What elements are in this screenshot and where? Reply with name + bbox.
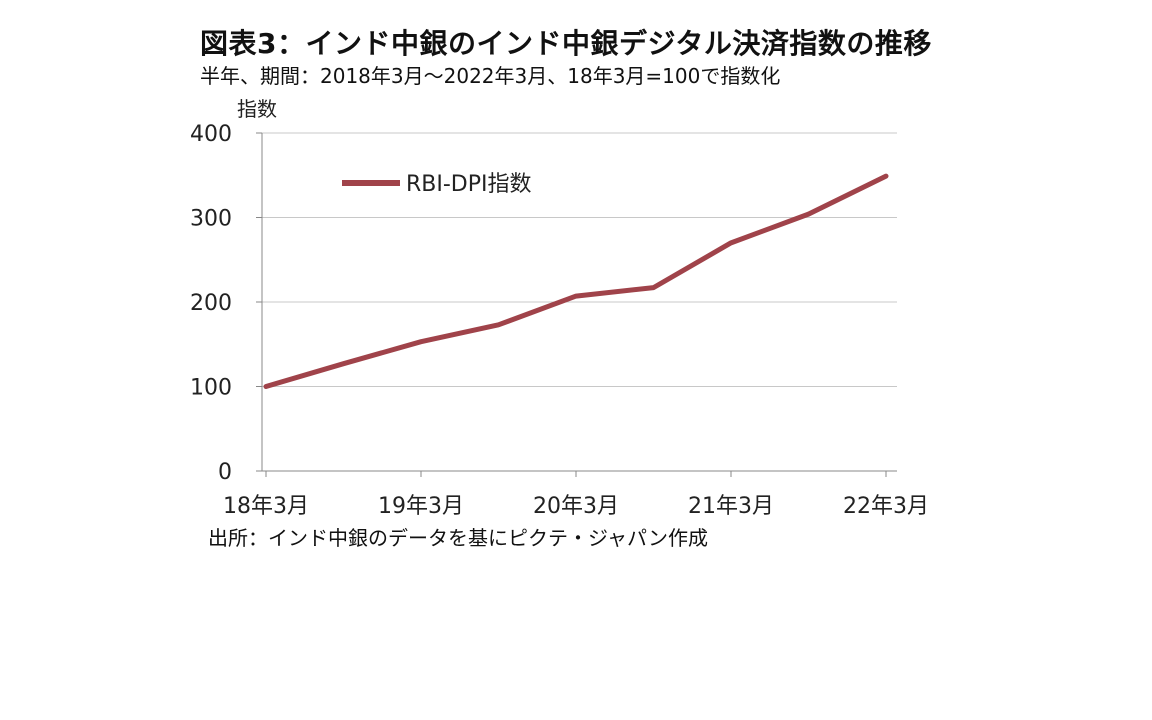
x-tick-label: 18年3月 bbox=[223, 494, 309, 519]
x-tick-label: 22年3月 bbox=[843, 494, 929, 519]
series-line bbox=[263, 173, 889, 389]
y-axis-label: 指数 bbox=[237, 97, 277, 121]
y-tick-label: 100 bbox=[190, 376, 232, 401]
source-note: 出所：インド中銀のデータを基にピクテ・ジャパン作成 bbox=[208, 526, 708, 550]
chart-title: 図表3：インド中銀のインド中銀デジタル決済指数の推移 bbox=[200, 27, 932, 60]
x-tick-label: 20年3月 bbox=[533, 494, 619, 519]
legend: RBI-DPI指数 bbox=[342, 172, 532, 197]
y-tick-label: 400 bbox=[190, 122, 232, 147]
x-tick-label: 21年3月 bbox=[688, 494, 774, 519]
y-tick-label: 0 bbox=[218, 460, 232, 485]
chart-subtitle: 半年、期間：2018年3月～2022年3月、18年3月=100で指数化 bbox=[200, 64, 781, 88]
x-tick-label: 19年3月 bbox=[378, 494, 464, 519]
legend-label: RBI-DPI指数 bbox=[406, 172, 532, 197]
y-tick-label: 300 bbox=[190, 207, 232, 232]
y-tick-label: 200 bbox=[190, 291, 232, 316]
